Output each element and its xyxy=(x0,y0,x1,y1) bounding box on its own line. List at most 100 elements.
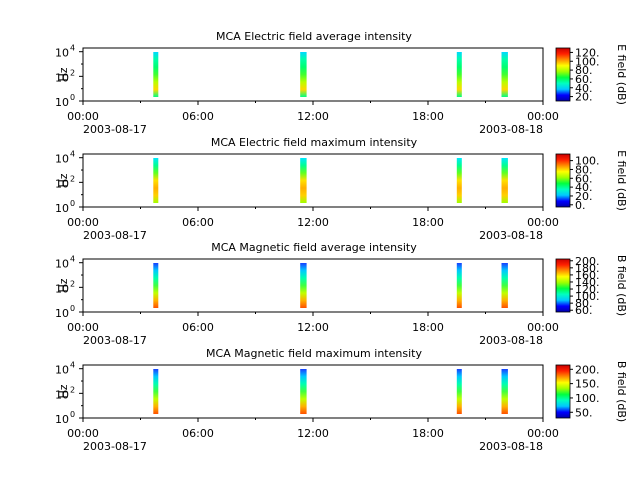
x-start-date: 2003-08-17 xyxy=(83,440,147,453)
data-strip-1 xyxy=(153,369,159,414)
x-tick-label: 12:00 xyxy=(297,321,329,334)
data-strip-2 xyxy=(300,263,307,308)
x-start-date: 2003-08-17 xyxy=(83,334,147,347)
y-tick-label: 10 4 xyxy=(55,255,75,271)
y-tick-exponent: 0 xyxy=(70,304,75,313)
y-tick-base: 10 xyxy=(55,388,69,401)
colorbar-tick-label: 120. xyxy=(575,46,600,59)
x-tick-label: 06:00 xyxy=(182,216,214,229)
y-tick-exponent: 0 xyxy=(70,199,75,208)
colorbar xyxy=(555,364,571,419)
colorbar-tick-label: 60. xyxy=(575,304,593,317)
data-strip-1 xyxy=(153,52,159,97)
y-tick-base: 10 xyxy=(55,96,69,109)
y-tick-exponent: 2 xyxy=(70,385,75,394)
panel-3: MCA Magnetic field average intensityHz10… xyxy=(55,241,628,347)
x-tick-label: 00:00 xyxy=(67,216,99,229)
data-strip-4 xyxy=(501,158,508,203)
colorbar-tick-label: 100. xyxy=(575,392,600,405)
y-tick-exponent: 4 xyxy=(70,361,75,370)
plot-frame xyxy=(82,364,544,419)
x-tick-label: 06:00 xyxy=(182,321,214,334)
y-tick-label: 10 0 xyxy=(55,199,75,215)
colorbar-tick-label: 60. xyxy=(575,73,593,86)
colorbar-tick-label: 80. xyxy=(575,64,593,77)
colorbar-label: B field (dB) xyxy=(615,361,628,422)
x-start-date: 2003-08-17 xyxy=(83,123,147,136)
y-tick-base: 10 xyxy=(55,177,69,190)
x-tick-label: 00:00 xyxy=(527,216,559,229)
colorbar-tick-label: 100. xyxy=(575,290,600,303)
y-axis-label: Hz xyxy=(57,278,70,292)
y-tick-base: 10 xyxy=(55,202,69,215)
colorbar-tick-label: 100. xyxy=(575,155,600,168)
data-strip-3 xyxy=(456,369,462,414)
y-tick-base: 10 xyxy=(55,47,69,60)
y-tick-exponent: 4 xyxy=(70,150,75,159)
colorbar-tick-label: 40. xyxy=(575,82,593,95)
x-tick-label: 12:00 xyxy=(297,427,329,440)
x-tick-label: 06:00 xyxy=(182,427,214,440)
data-strip-1 xyxy=(153,263,159,308)
panel-title: MCA Electric field average intensity xyxy=(216,30,412,43)
data-strip-2 xyxy=(300,369,307,414)
x-tick-label: 00:00 xyxy=(527,321,559,334)
colorbar-tick-label: 150. xyxy=(575,378,600,391)
y-tick-label: 10 2 xyxy=(55,385,75,401)
colorbar-tick-label: 80. xyxy=(575,163,593,176)
colorbar-tick-label: 200. xyxy=(575,255,600,268)
colorbar-label: E field (dB) xyxy=(615,44,628,105)
y-tick-label: 10 4 xyxy=(55,150,75,166)
colorbar-tick-label: 120. xyxy=(575,283,600,296)
y-tick-label: 10 4 xyxy=(55,44,75,60)
x-tick-label: 12:00 xyxy=(297,110,329,123)
y-tick-base: 10 xyxy=(55,258,69,271)
x-tick-label: 00:00 xyxy=(67,427,99,440)
data-strip-2 xyxy=(300,52,307,97)
y-tick-exponent: 0 xyxy=(70,93,75,102)
x-tick-label: 06:00 xyxy=(182,110,214,123)
data-strip-3 xyxy=(456,52,462,97)
y-tick-exponent: 2 xyxy=(70,68,75,77)
x-tick-label: 18:00 xyxy=(412,427,444,440)
x-tick-label: 18:00 xyxy=(412,321,444,334)
colorbar-label: B field (dB) xyxy=(615,255,628,316)
y-tick-base: 10 xyxy=(55,71,69,84)
x-end-date: 2003-08-18 xyxy=(479,334,543,347)
y-tick-exponent: 0 xyxy=(70,410,75,419)
y-tick-label: 10 4 xyxy=(55,361,75,377)
x-end-date: 2003-08-18 xyxy=(479,229,543,242)
y-tick-label: 10 0 xyxy=(55,304,75,320)
colorbar-tick-label: 140. xyxy=(575,276,600,289)
plot-frame xyxy=(82,47,544,102)
y-tick-exponent: 4 xyxy=(70,255,75,264)
y-tick-base: 10 xyxy=(55,364,69,377)
colorbar-tick-label: 100. xyxy=(575,55,600,68)
y-tick-base: 10 xyxy=(55,153,69,166)
y-axis-label: Hz xyxy=(57,173,70,187)
y-tick-label: 10 2 xyxy=(55,68,75,84)
x-tick-label: 18:00 xyxy=(412,216,444,229)
x-tick-label: 12:00 xyxy=(297,216,329,229)
colorbar-tick-label: 20. xyxy=(575,190,593,203)
y-axis-label: Hz xyxy=(57,67,70,81)
colorbar-tick-label: 180. xyxy=(575,262,600,275)
plot-frame xyxy=(82,258,544,313)
y-axis-label: Hz xyxy=(57,384,70,398)
y-tick-label: 10 2 xyxy=(55,174,75,190)
colorbar-tick-label: 80. xyxy=(575,297,593,310)
panel-title: MCA Electric field maximum intensity xyxy=(211,136,418,149)
panel-2: MCA Electric field maximum intensityHz10… xyxy=(55,136,628,242)
y-tick-base: 10 xyxy=(55,307,69,320)
panel-title: MCA Magnetic field maximum intensity xyxy=(206,347,422,360)
panel-1: MCA Electric field average intensityHz10… xyxy=(55,30,628,136)
y-tick-base: 10 xyxy=(55,413,69,426)
x-tick-label: 00:00 xyxy=(527,110,559,123)
x-start-date: 2003-08-17 xyxy=(83,229,147,242)
data-strip-3 xyxy=(456,263,462,308)
x-tick-label: 18:00 xyxy=(412,110,444,123)
y-tick-label: 10 0 xyxy=(55,410,75,426)
colorbar-tick-label: 160. xyxy=(575,269,600,282)
y-tick-label: 10 0 xyxy=(55,93,75,109)
